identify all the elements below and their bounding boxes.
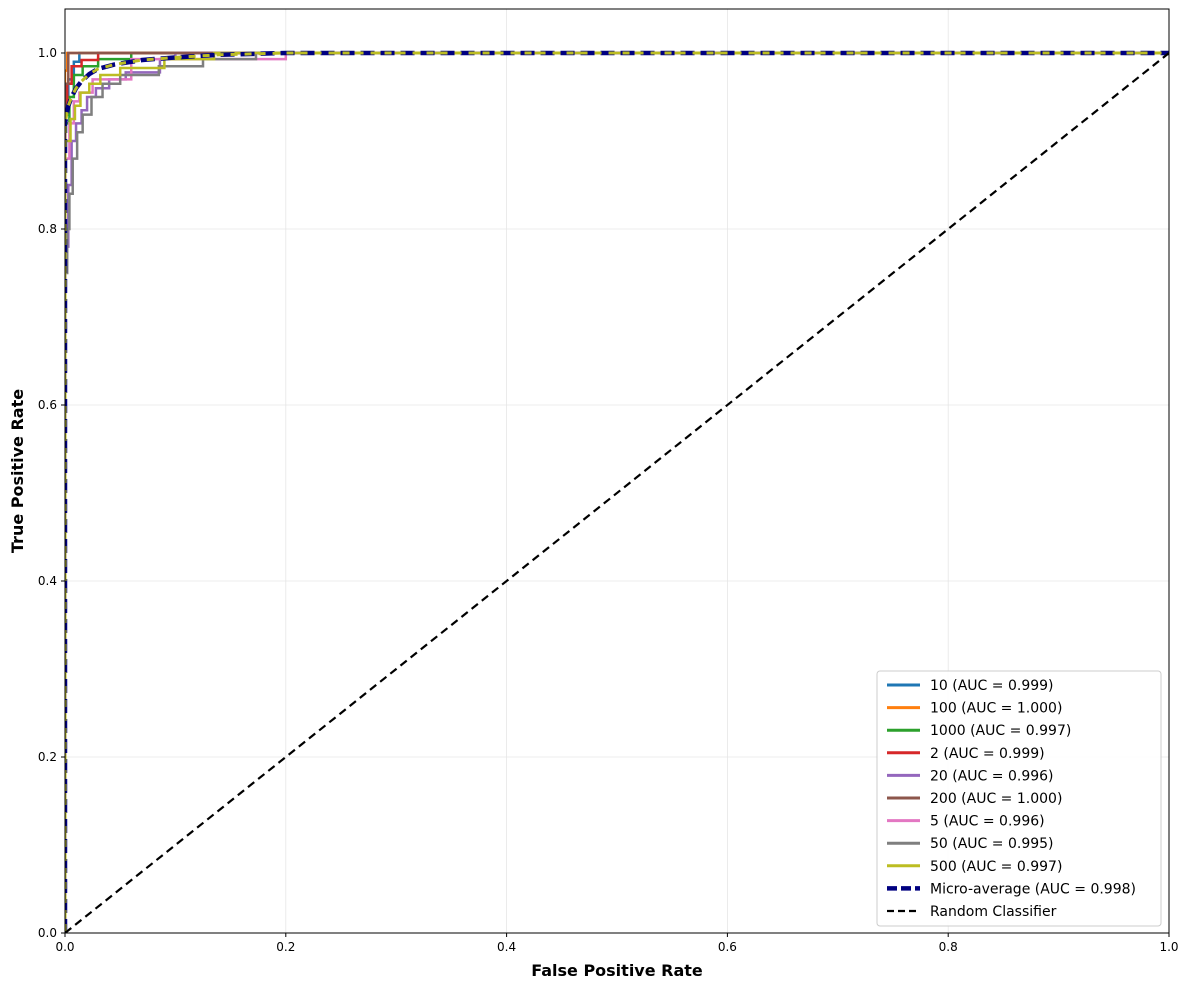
legend-label: 2 (AUC = 0.999)	[930, 746, 1045, 762]
grid	[64, 9, 1170, 934]
legend-label: 500 (AUC = 0.997)	[930, 859, 1062, 875]
plot-frame	[64, 8, 1170, 934]
legend-label: 10 (AUC = 0.999)	[930, 678, 1054, 694]
y-axis-ticks: 0.0 0.2 0.4 0.6 0.8 1.0	[38, 46, 65, 940]
x-axis-label: False Positive Rate	[531, 961, 703, 980]
y-tick-label: 0.2	[38, 750, 57, 764]
y-tick-label: 0.8	[38, 222, 57, 236]
y-tick-label: 0.6	[38, 398, 57, 412]
series-lines	[65, 50, 1169, 933]
legend: 10 (AUC = 0.999) 100 (AUC = 1.000) 1000 (A…	[876, 670, 1162, 927]
y-tick-label: 0.0	[38, 926, 57, 940]
legend-label: 200 (AUC = 1.000)	[930, 791, 1062, 807]
series-line-random-classifier	[65, 52, 1169, 933]
legend-label: 100 (AUC = 1.000)	[930, 701, 1062, 717]
legend-box	[876, 670, 1162, 927]
x-tick-label: 0.0	[55, 940, 74, 954]
series-line-50-auc-0-995	[65, 51, 1169, 933]
legend-label: Micro-average (AUC = 0.998)	[930, 881, 1136, 897]
y-axis-label: True Positive Rate	[8, 389, 27, 553]
x-tick-label: 1.0	[1159, 940, 1178, 954]
legend-label: 50 (AUC = 0.995)	[930, 836, 1054, 852]
y-tick-label: 0.4	[38, 574, 57, 588]
legend-label: 5 (AUC = 0.996)	[930, 814, 1045, 830]
x-tick-label: 0.2	[276, 940, 295, 954]
legend-label: 20 (AUC = 0.996)	[930, 768, 1054, 784]
y-tick-label: 1.0	[38, 46, 57, 60]
x-tick-label: 0.8	[939, 940, 958, 954]
x-axis-ticks: 0.0 0.2 0.4 0.6 0.8 1.0	[55, 933, 1179, 954]
x-tick-label: 0.4	[497, 940, 516, 954]
x-tick-label: 0.6	[718, 940, 737, 954]
series-line-micro-average-auc-0-998-overlay	[65, 51, 1169, 933]
legend-label: Random Classifier	[930, 904, 1057, 920]
legend-label: 1000 (AUC = 0.997)	[930, 723, 1071, 739]
